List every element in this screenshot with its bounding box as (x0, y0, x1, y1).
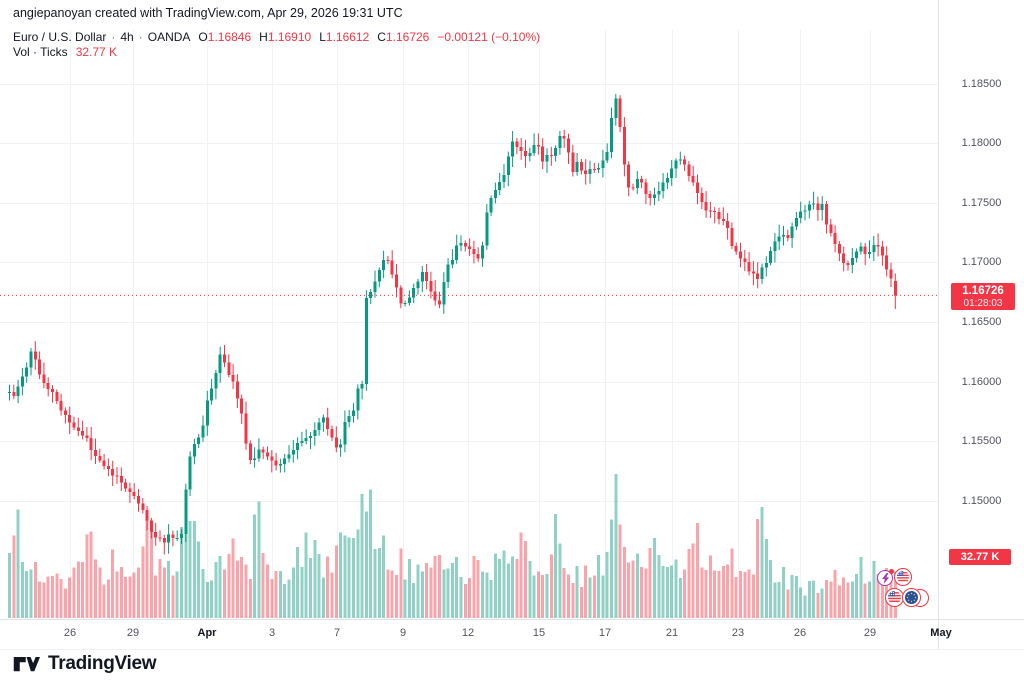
price-axis-label: 1.15500 (961, 435, 1002, 447)
price-axis-label: 1.16000 (961, 376, 1002, 388)
price-axis-label: 1.17000 (961, 256, 1002, 268)
time-axis-label: 29 (863, 627, 877, 639)
bar-countdown: 01:28:03 (963, 298, 1003, 309)
volume-value: 32.77 K (75, 45, 118, 59)
last-price-value: 1.16726 (962, 285, 1004, 297)
price-axis-label: 1.18000 (961, 137, 1002, 149)
volume-indicator-label[interactable]: Vol · Ticks (13, 45, 68, 59)
price-axis[interactable]: 1.16726 01:28:03 32.77 K 1.18500 1.18000 1… (939, 0, 1024, 619)
attribution-text: angiepanoyan created with TradingView.co… (13, 6, 403, 20)
volume-tag: 32.77 K (949, 549, 1011, 565)
tradingview-logo-icon[interactable] (13, 654, 40, 675)
chart-legend: Euro / U.S. Dollar · 4h · OANDA O1.16846… (13, 30, 540, 60)
us-flag-event-icon[interactable] (885, 588, 904, 607)
change-value: −0.00121 (−0.10%) (437, 30, 541, 44)
ohlc-close: C1.16726 (377, 30, 430, 44)
time-axis-label: 15 (532, 627, 546, 639)
time-axis-label: 3 (268, 627, 276, 639)
last-price-tag: 1.16726 01:28:03 (951, 283, 1015, 310)
event-alert-dot (889, 569, 894, 574)
us-flag-event-icon[interactable] (894, 568, 912, 586)
bottom-divider (0, 649, 1024, 650)
time-axis-label: May (930, 627, 952, 639)
price-axis-label: 1.17500 (961, 197, 1002, 209)
time-axis-divider (0, 619, 1024, 620)
eu-flag-event-icon[interactable] (902, 588, 921, 607)
ohlc-open: O1.16846 (198, 30, 252, 44)
symbol-title[interactable]: Euro / U.S. Dollar (13, 30, 107, 44)
price-axis-label: 1.15000 (961, 495, 1002, 507)
time-axis[interactable]: 26 29 Apr 3 7 9 12 15 17 21 23 26 29 May (0, 619, 1024, 649)
candlestick-chart-canvas[interactable] (0, 0, 938, 619)
volume-row: Vol · Ticks 32.77 K (13, 45, 540, 60)
time-axis-label: 9 (399, 627, 407, 639)
time-axis-label: Apr (197, 627, 217, 639)
ohlc-low: L1.16612 (319, 30, 370, 44)
time-axis-label: 26 (793, 627, 807, 639)
time-axis-label: 7 (333, 627, 341, 639)
time-axis-label: 21 (665, 627, 679, 639)
time-axis-label: 23 (731, 627, 745, 639)
separator-dot: · (111, 30, 116, 44)
time-axis-label: 26 (63, 627, 77, 639)
ohlc-high: H1.16910 (259, 30, 312, 44)
tradingview-logo-text[interactable]: TradingView (48, 653, 157, 674)
price-axis-divider (938, 0, 939, 649)
time-axis-label: 12 (461, 627, 475, 639)
interval-label[interactable]: 4h (120, 30, 134, 44)
time-axis-label: 29 (126, 627, 140, 639)
price-axis-label: 1.16500 (961, 316, 1002, 328)
price-axis-label: 1.18500 (961, 78, 1002, 90)
exchange-label: OANDA (147, 30, 191, 44)
economic-event-lightning-icon[interactable] (877, 569, 894, 586)
symbol-ohlc-row: Euro / U.S. Dollar · 4h · OANDA O1.16846… (13, 30, 540, 45)
footer: TradingView (13, 653, 157, 675)
separator-dot: · (138, 30, 143, 44)
time-axis-label: 17 (598, 627, 612, 639)
